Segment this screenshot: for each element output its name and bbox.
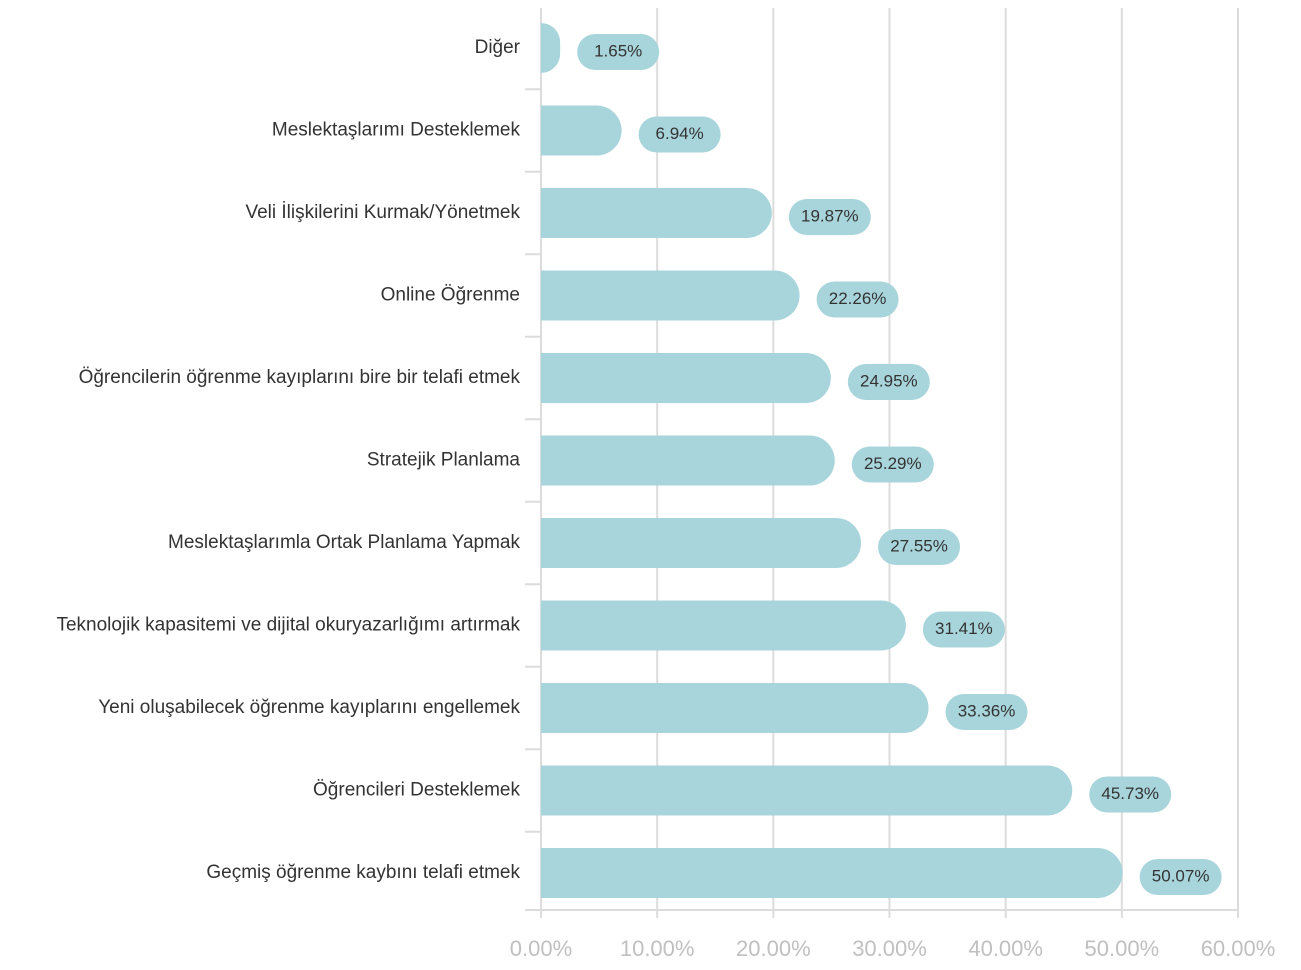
value-label: 27.55%: [890, 536, 948, 555]
value-label: 33.36%: [958, 701, 1016, 720]
value-label-bg: [1089, 776, 1172, 813]
bar: [541, 435, 835, 486]
bar: [541, 188, 772, 238]
value-label-bg: [945, 694, 1028, 730]
x-tick-label: 30.00%: [852, 936, 927, 961]
x-tick-label: 20.00%: [736, 936, 811, 961]
value-label: 22.26%: [829, 289, 887, 308]
bar: [541, 600, 906, 651]
value-label-bg: [816, 281, 899, 318]
x-tick-label: 50.00%: [1085, 936, 1160, 961]
y-tick-label: Online Öğrenme: [381, 285, 520, 306]
bar: [541, 848, 1123, 898]
value-label-bg: [1139, 859, 1222, 895]
bar: [541, 270, 800, 321]
value-label-bg: [638, 116, 721, 153]
y-tick-label: Öğrencilerin öğrenme kayıplarını bire bi…: [79, 367, 521, 388]
value-label: 50.07%: [1152, 866, 1210, 885]
value-label-bg: [577, 34, 660, 70]
bar: [541, 765, 1073, 816]
value-label-bg: [851, 446, 934, 483]
bar: [541, 353, 831, 403]
y-tick-label: Teknolojik kapasitemi ve dijital okuryaz…: [56, 615, 520, 636]
y-tick-label: Meslektaşlarımla Ortak Planlama Yapmak: [168, 532, 520, 553]
value-label-bg: [878, 529, 961, 565]
bar: [541, 683, 929, 733]
y-tick-label: Öğrencileri Desteklemek: [313, 780, 520, 801]
y-tick-label: Geçmiş öğrenme kaybını telafi etmek: [206, 862, 520, 883]
bar: [541, 23, 561, 73]
y-tick-label: Stratejik Planlama: [367, 450, 521, 471]
value-label: 19.87%: [801, 206, 859, 225]
bar: [541, 105, 622, 156]
bar: [541, 518, 862, 568]
value-label-bg: [922, 611, 1005, 648]
value-label: 6.94%: [656, 124, 704, 143]
y-tick-label: Yeni oluşabilecek öğrenme kayıplarını en…: [98, 697, 520, 718]
x-tick-label: 0.00%: [510, 936, 572, 961]
y-tick-label: Diğer: [475, 37, 521, 58]
x-tick-label: 40.00%: [968, 936, 1043, 961]
value-label: 31.41%: [935, 619, 993, 638]
x-tick-label: 60.00%: [1201, 936, 1276, 961]
y-tick-label: Veli İlişkilerini Kurmak/Yönetmek: [245, 202, 520, 223]
value-label: 1.65%: [594, 41, 642, 60]
value-label-bg: [788, 199, 871, 235]
value-label: 25.29%: [864, 454, 922, 473]
value-label: 24.95%: [860, 371, 918, 390]
value-label-bg: [847, 364, 930, 400]
x-tick-label: 10.00%: [620, 936, 695, 961]
y-tick-label: Meslektaşlarımı Desteklemek: [272, 120, 521, 141]
value-label: 45.73%: [1101, 784, 1159, 803]
